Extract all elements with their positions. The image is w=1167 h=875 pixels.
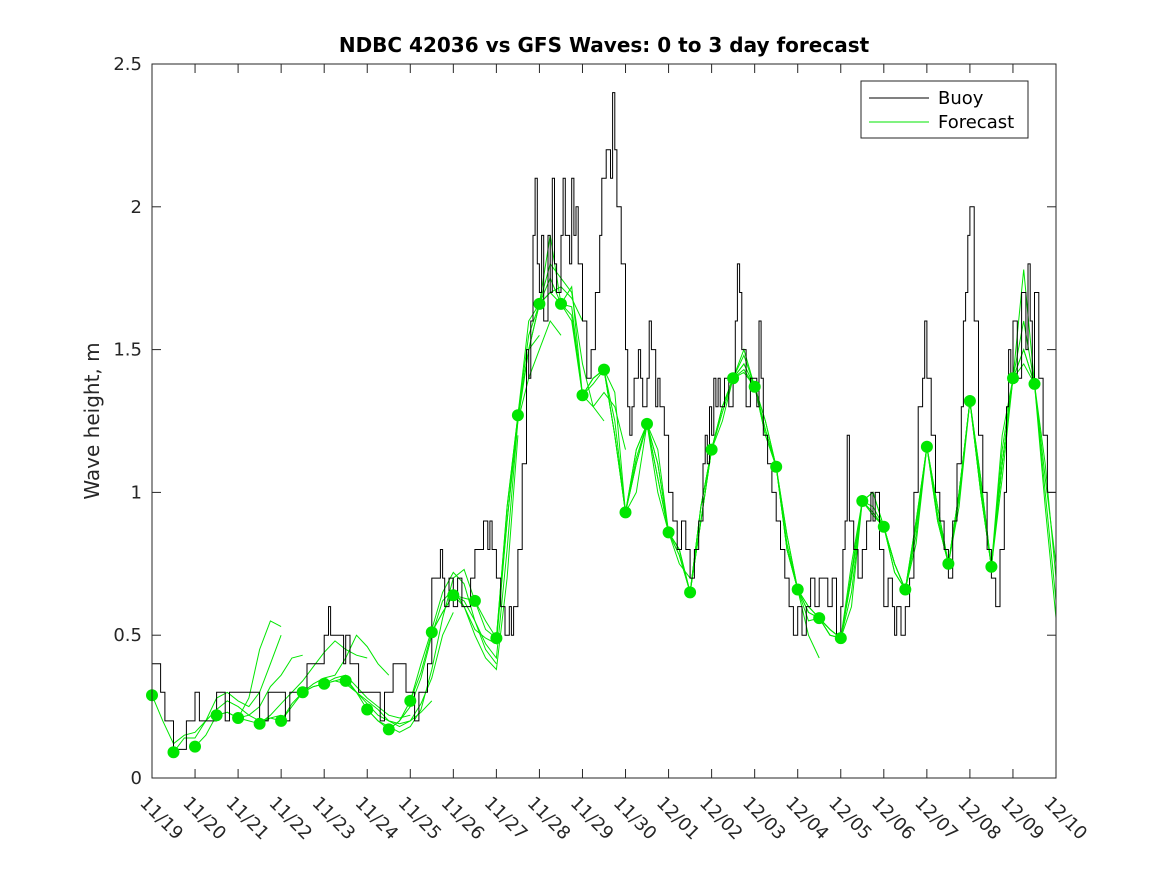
y-tick-label: 0.5 xyxy=(113,625,142,646)
buoy-line-group xyxy=(152,92,1056,750)
analysis-dot xyxy=(447,589,460,602)
analysis-dot xyxy=(404,694,417,707)
analysis-dot xyxy=(963,395,976,407)
y-tick-labels: 0 0.5 1 1.5 2 2.5 xyxy=(113,54,142,789)
analysis-dot xyxy=(576,389,589,402)
forecast-line-38 xyxy=(947,320,1057,579)
y-tick-label: 0 xyxy=(131,768,142,789)
analysis-dot xyxy=(382,723,395,736)
analysis-dot xyxy=(339,674,352,687)
y-tick-label: 1 xyxy=(131,482,142,503)
analysis-dot xyxy=(748,380,761,393)
legend-box xyxy=(860,80,1029,139)
analysis-dot xyxy=(770,460,783,473)
legend-buoy-label: Buoy xyxy=(938,88,984,109)
analysis-dot xyxy=(619,506,632,519)
legend-forecast-label: Forecast xyxy=(938,112,1014,133)
analysis-dot xyxy=(232,712,245,724)
axes-box xyxy=(151,63,1057,779)
analysis-dot xyxy=(296,686,309,699)
axis-ticks xyxy=(151,63,1057,779)
analysis-dot xyxy=(275,714,288,727)
analysis-dot xyxy=(490,632,503,645)
analysis-dot xyxy=(877,520,890,533)
y-tick-label: 2 xyxy=(131,197,142,218)
analysis-dot xyxy=(189,740,201,753)
analysis-dot xyxy=(856,495,869,507)
analysis-dot xyxy=(813,612,826,625)
y-tick-label: 1.5 xyxy=(113,340,142,361)
y-tick-label: 2.5 xyxy=(113,54,142,75)
analysis-dot xyxy=(253,717,266,730)
legend: Buoy Forecast xyxy=(860,80,1029,139)
analysis-dot xyxy=(705,443,718,456)
analysis-dot xyxy=(468,594,481,607)
buoy-line xyxy=(152,92,1056,750)
analysis-dot xyxy=(533,297,546,310)
forecast-line-2 xyxy=(173,635,282,753)
analysis-dot xyxy=(662,526,675,539)
analysis-dot xyxy=(598,363,610,376)
analysis-dot xyxy=(361,703,374,716)
analysis-dot xyxy=(920,440,933,453)
analysis-dot xyxy=(791,583,804,596)
analysis-dot xyxy=(1007,372,1019,385)
analysis-dot xyxy=(1028,377,1041,390)
chart-title: NDBC 42036 vs GFS Waves: 0 to 3 day fore… xyxy=(339,33,870,57)
analysis-dot xyxy=(834,632,847,645)
analysis-dot xyxy=(318,677,331,690)
analysis-dot xyxy=(210,709,223,722)
analysis-dot xyxy=(511,409,524,422)
analysis-dot xyxy=(727,372,740,385)
analysis-dot xyxy=(555,297,567,310)
analysis-dot xyxy=(985,560,998,573)
analysis-dots xyxy=(146,297,1041,759)
analysis-dot xyxy=(899,583,912,596)
forecast-line-40 xyxy=(990,348,1057,619)
analysis-dot xyxy=(684,586,697,599)
analysis-dot xyxy=(167,746,180,759)
analysis-dot xyxy=(425,626,438,639)
y-axis-label: Wave height, m xyxy=(80,342,104,499)
analysis-dot xyxy=(942,557,955,570)
analysis-dot xyxy=(641,417,653,430)
